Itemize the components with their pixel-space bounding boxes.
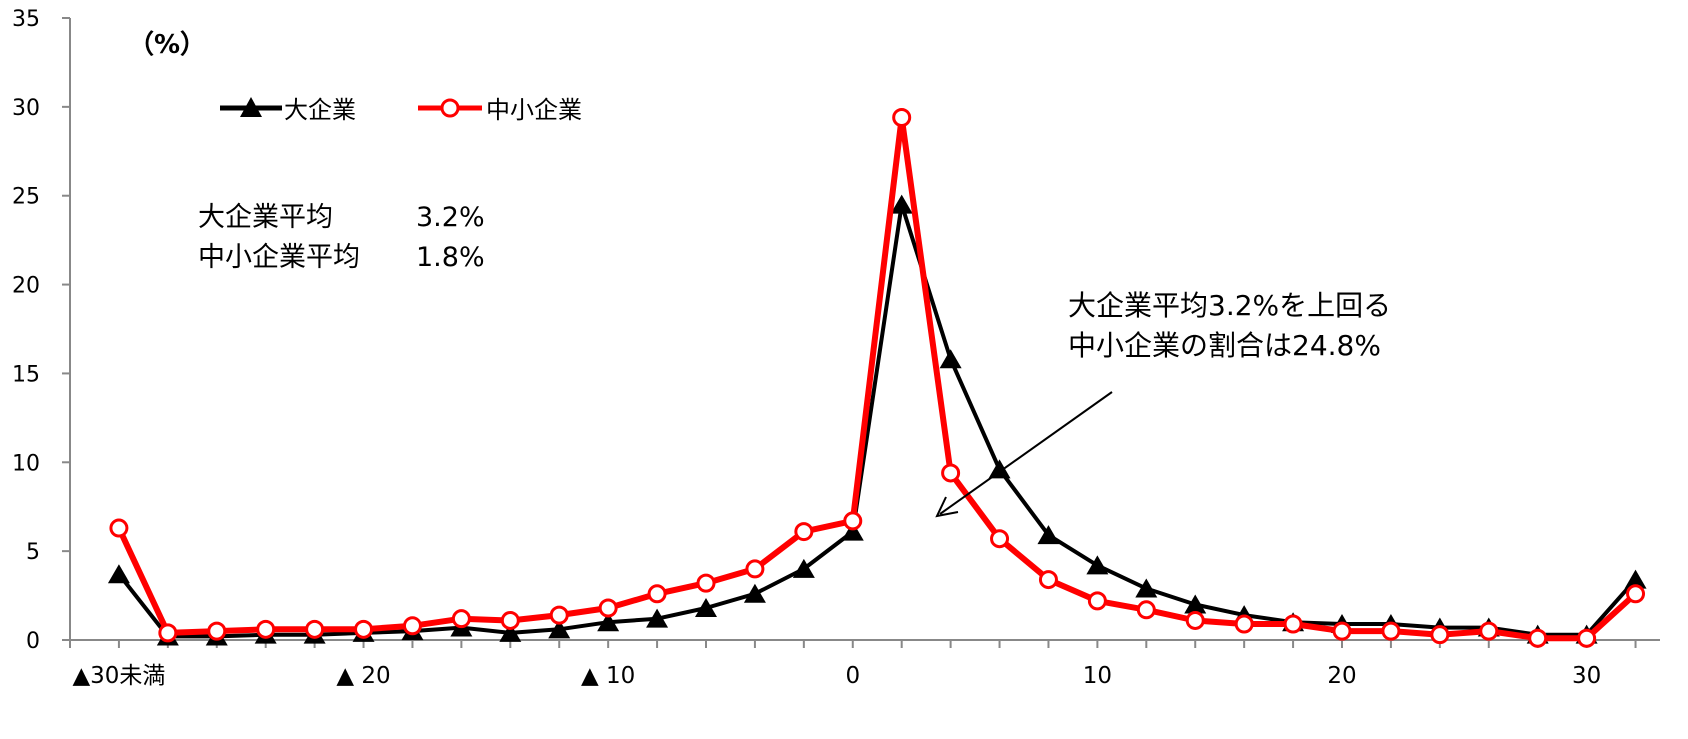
average-row-sme: 中小企業平均 1.8% — [198, 238, 485, 278]
x-tick-label: 20 — [1327, 663, 1356, 689]
y-axis-ticks: 0 5 10 15 20 25 30 35 — [12, 7, 70, 654]
y-tick-label: 15 — [12, 362, 40, 387]
data-point-sme — [402, 616, 422, 636]
x-tick-label: ▲30未満 — [72, 663, 165, 689]
data-point-sme — [549, 605, 569, 625]
data-point-sme — [696, 573, 716, 593]
data-point-sme — [1577, 628, 1597, 648]
data-point-sme — [1087, 591, 1107, 611]
data-point-large — [743, 583, 766, 603]
x-tick-label: 30 — [1572, 663, 1601, 689]
x-tick-label: 10 — [1083, 663, 1112, 689]
data-point-large — [499, 622, 522, 642]
data-point-sme — [1136, 600, 1156, 620]
y-tick-label: 10 — [12, 451, 40, 476]
data-point-sme — [1626, 584, 1646, 604]
chart-axes — [69, 18, 1660, 641]
data-point-sme — [109, 518, 129, 538]
data-point-sme — [1332, 621, 1352, 641]
y-tick-label: 0 — [26, 629, 40, 654]
y-tick-label: 35 — [12, 7, 40, 32]
x-tick-label: ▲ 20 — [336, 663, 390, 689]
data-point-sme — [794, 522, 814, 542]
data-point-large — [841, 521, 864, 541]
data-point-sme — [500, 610, 520, 630]
data-point-sme — [158, 623, 178, 643]
x-axis-ticks: ▲30未満 ▲ 20 ▲ 10 0 10 20 30 — [69, 640, 1637, 689]
callout-line-2: 中小企業の割合は24.8% — [1068, 329, 1381, 362]
data-point-sme — [1185, 610, 1205, 630]
data-point-large — [1624, 569, 1647, 589]
x-tick-label: 0 — [845, 663, 860, 689]
data-point-sme — [843, 511, 863, 531]
x-tick-label: ▲ 10 — [581, 663, 635, 689]
average-value-large: 3.2% — [416, 202, 485, 233]
legend-swatch-large — [220, 97, 282, 117]
legend-swatch-sme — [418, 98, 482, 118]
y-tick-label: 5 — [26, 540, 40, 565]
data-point-large — [646, 608, 669, 628]
averages-block: 大企業平均 3.2% 中小企業平均 1.8% — [198, 198, 485, 278]
y-tick-label: 25 — [12, 185, 40, 210]
data-point-sme — [598, 598, 618, 618]
data-point-sme — [207, 621, 227, 641]
legend-label-large: 大企業 — [284, 96, 356, 124]
data-point-sme — [354, 619, 374, 639]
unit-label: （%） — [128, 30, 207, 60]
data-point-sme — [1479, 621, 1499, 641]
data-point-sme — [305, 619, 325, 639]
data-point-large — [1184, 594, 1207, 614]
data-point-sme — [1038, 570, 1058, 590]
data-point-large — [1135, 578, 1158, 598]
data-point-large — [792, 558, 815, 578]
average-label-sme: 中小企業平均 — [198, 242, 360, 273]
callout-line-1: 大企業平均3.2%を上回る — [1068, 289, 1392, 322]
data-point-sme — [256, 619, 276, 639]
legend-label-sme: 中小企業 — [486, 96, 582, 124]
average-value-sme: 1.8% — [416, 242, 485, 273]
data-point-sme — [941, 463, 961, 483]
data-point-sme — [1283, 614, 1303, 634]
y-tick-label: 30 — [12, 96, 40, 121]
data-point-large — [988, 459, 1011, 479]
chart-series — [107, 108, 1647, 648]
data-point-sme — [1381, 621, 1401, 641]
average-row-large: 大企業平均 3.2% — [198, 198, 485, 238]
data-point-sme — [1430, 625, 1450, 645]
data-point-sme — [1528, 628, 1548, 648]
data-point-large — [1086, 555, 1109, 575]
data-point-sme — [1234, 614, 1254, 634]
y-tick-label: 20 — [12, 274, 40, 299]
average-label-large: 大企業平均 — [198, 202, 333, 233]
data-point-large — [597, 612, 620, 632]
data-point-sme — [647, 584, 667, 604]
data-point-sme — [892, 108, 912, 128]
callout-annotation: 大企業平均3.2%を上回る 中小企業の割合は24.8% — [1068, 286, 1391, 366]
data-point-sme — [745, 559, 765, 579]
data-point-large — [939, 349, 962, 369]
data-point-sme — [990, 529, 1010, 549]
data-point-large — [695, 598, 717, 618]
callout-arrow — [935, 391, 1113, 518]
data-point-large — [890, 194, 913, 214]
data-point-large — [1037, 525, 1060, 545]
data-point-large — [107, 564, 130, 584]
data-point-sme — [451, 609, 471, 629]
data-point-large — [548, 619, 571, 639]
